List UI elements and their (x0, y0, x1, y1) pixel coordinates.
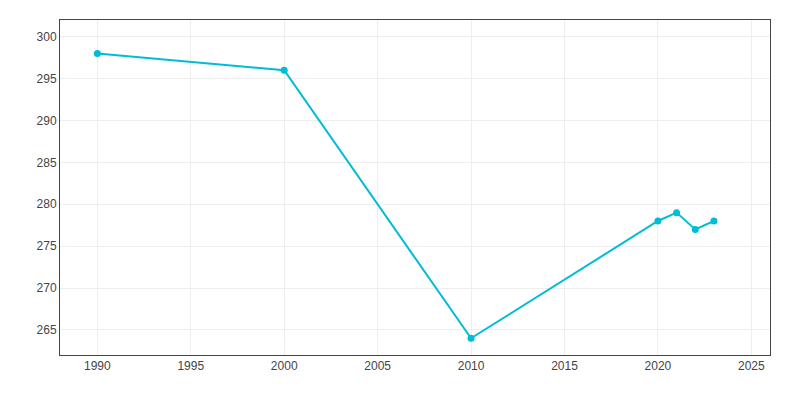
svg-text:1995: 1995 (177, 359, 204, 373)
svg-text:265: 265 (37, 323, 57, 337)
svg-text:2015: 2015 (551, 359, 578, 373)
svg-text:2025: 2025 (738, 359, 765, 373)
svg-text:2005: 2005 (364, 359, 391, 373)
svg-text:2010: 2010 (458, 359, 485, 373)
svg-text:285: 285 (37, 156, 57, 170)
svg-text:280: 280 (37, 197, 57, 211)
svg-text:2000: 2000 (271, 359, 298, 373)
svg-text:2020: 2020 (645, 359, 672, 373)
svg-text:275: 275 (37, 239, 57, 253)
svg-text:290: 290 (37, 114, 57, 128)
svg-text:300: 300 (37, 30, 57, 44)
svg-text:270: 270 (37, 281, 57, 295)
svg-text:295: 295 (37, 72, 57, 86)
svg-text:1990: 1990 (84, 359, 111, 373)
